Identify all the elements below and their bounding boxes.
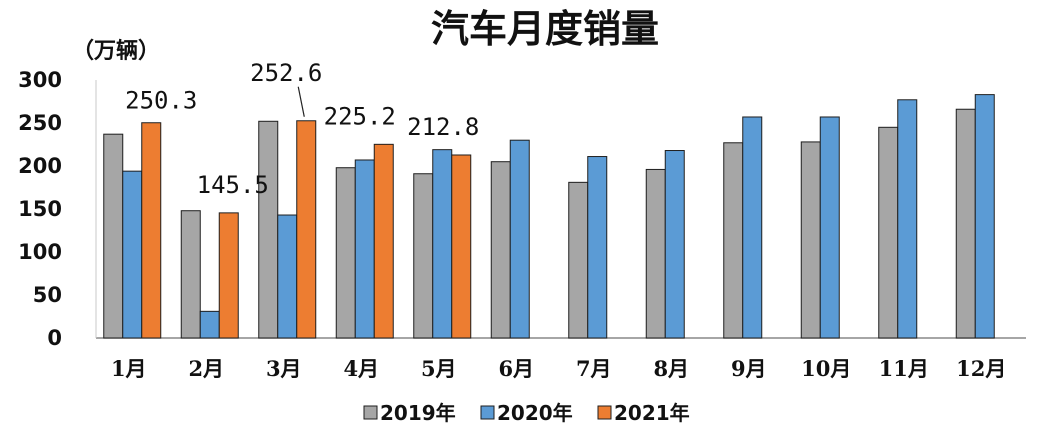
x-tick-label: 11月 [879, 356, 929, 381]
bar-2020年-3月 [277, 214, 298, 339]
bar-2019年-8月 [645, 168, 666, 339]
x-tick-label: 5月 [421, 356, 457, 381]
bar-2021年-4月 [373, 143, 394, 339]
x-tick-label: 6月 [498, 356, 534, 381]
y-tick-label: 250 [18, 111, 62, 135]
y-tick-label: 300 [18, 68, 62, 92]
label-leader-line [297, 86, 305, 117]
bar-2019年-6月 [490, 161, 511, 339]
legend-label: 2020年 [497, 401, 573, 425]
bar-2019年-1月 [103, 133, 124, 339]
legend-label: 2021年 [614, 401, 690, 425]
bar-2021年-3月 [296, 120, 317, 339]
y-tick-label: 100 [18, 240, 62, 264]
bar-2021年-5月 [451, 154, 472, 339]
y-tick-label: 200 [18, 154, 62, 178]
x-tick-label: 3月 [266, 356, 302, 381]
legend: 2019年 2020年 2021年 [363, 401, 690, 425]
bar-2020年-4月 [354, 159, 375, 339]
bar-2021年-2月 [218, 212, 239, 339]
legend-label: 2019年 [380, 401, 456, 425]
bar-2020年-8月 [664, 150, 685, 339]
bar-2020年-11月 [897, 99, 918, 339]
bar-2019年-10月 [800, 141, 821, 339]
x-tick-label: 1月 [111, 356, 147, 381]
legend-swatch [480, 405, 495, 420]
y-tick-label: 150 [18, 197, 62, 221]
x-tick-label: 8月 [653, 356, 689, 381]
bar-2019年-3月 [258, 120, 279, 339]
bar-2020年-10月 [819, 116, 840, 339]
bar-2020年-6月 [509, 139, 530, 339]
chart-title: 汽车月度销量 [431, 7, 659, 51]
y-axis-unit-label: （万辆） [72, 38, 160, 64]
data-label-2021: 252.6 [250, 59, 322, 87]
x-tick-label: 2月 [188, 356, 224, 381]
bar-2021年-1月 [141, 122, 162, 339]
bar-2019年-7月 [568, 181, 589, 339]
x-tick-label: 7月 [576, 356, 612, 381]
x-tick-label: 9月 [731, 356, 767, 381]
bar-2020年-5月 [432, 149, 453, 339]
y-tick-label: 50 [33, 283, 62, 307]
bar-2020年-7月 [587, 156, 608, 339]
x-tick-label: 10月 [801, 356, 851, 381]
legend-swatch [597, 405, 612, 420]
bar-2020年-1月 [122, 170, 143, 339]
x-tick-label: 4月 [343, 356, 379, 381]
data-label-2021: 212.8 [407, 113, 479, 141]
bar-2019年-5月 [413, 173, 434, 339]
bar-2020年-2月 [199, 310, 220, 339]
data-label-2021: 145.5 [197, 171, 269, 199]
legend-swatch [363, 405, 378, 420]
data-label-2021: 225.2 [324, 102, 396, 130]
y-axis-ticks: 0 50 100 150 200 250 300 [18, 68, 62, 350]
x-axis-ticks: 1月 2月 3月 4月 5月 6月 7月 8月 9月 10月 11月 12月 [111, 356, 1006, 381]
bar-2019年-4月 [335, 167, 356, 339]
bar-2019年-12月 [955, 108, 976, 339]
data-label-2021: 250.3 [125, 87, 197, 115]
bar-2019年-9月 [723, 142, 744, 339]
bars-group [103, 94, 995, 339]
x-tick-label: 12月 [956, 356, 1006, 381]
bar-2020年-9月 [742, 116, 763, 339]
bar-2020年-12月 [974, 94, 995, 339]
bar-2019年-11月 [878, 126, 899, 339]
y-tick-label: 0 [47, 326, 62, 350]
bar-2019年-2月 [180, 210, 201, 339]
